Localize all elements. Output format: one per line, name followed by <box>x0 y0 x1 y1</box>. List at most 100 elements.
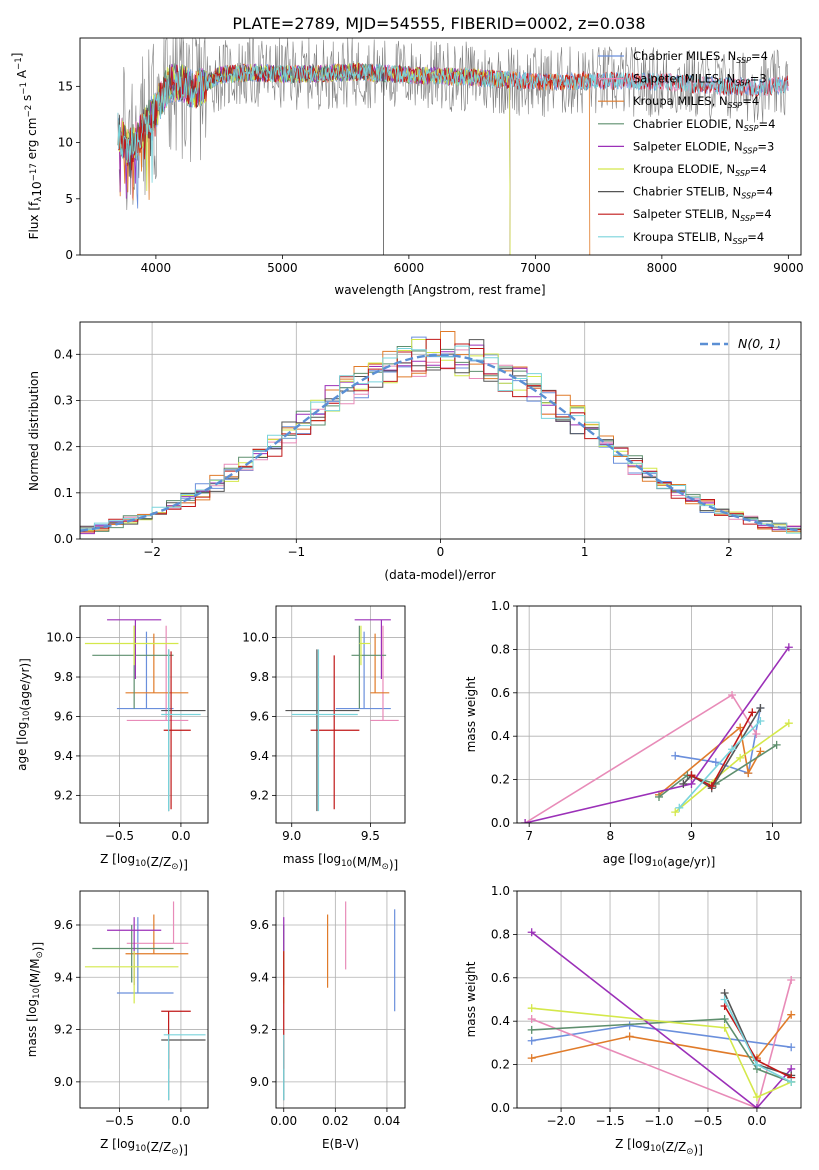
x-axis-label: E(B-V) <box>322 1137 359 1151</box>
x-tick-label: −0.5 <box>105 1114 134 1128</box>
errorbar-point <box>354 619 391 679</box>
residual-histogram <box>80 338 801 539</box>
x-tick-label: −1.5 <box>595 1114 624 1128</box>
x-tick-label: 0 <box>437 545 445 559</box>
y-tick-label: 1.0 <box>491 884 510 898</box>
errorbar-point <box>163 1034 206 1101</box>
y-tick-label: 9.0 <box>250 1075 269 1089</box>
observed-spectrum <box>118 38 789 211</box>
y-tick-label: 0.2 <box>54 440 73 454</box>
y-tick-label: 0.2 <box>491 1058 510 1072</box>
y-tick-label: 15 <box>58 79 73 93</box>
x-tick-label: 1 <box>581 545 589 559</box>
plot-area <box>117 38 789 255</box>
weight-line <box>531 1024 792 1048</box>
x-axis-label: wavelength [Angstrom, rest frame] <box>334 283 545 297</box>
legend-entry: Chabrier MILES, NSSP=4 <box>633 49 768 65</box>
errorbar-point <box>161 1039 206 1101</box>
x-tick-label: −0.5 <box>105 829 134 843</box>
axes-frame <box>79 37 802 256</box>
weight-marker <box>655 792 663 801</box>
weight-series <box>675 717 765 812</box>
errorbar-point <box>291 649 358 812</box>
x-axis-label: Z [log10(Z/Z⊙)] <box>100 852 188 872</box>
y-tick-label: 0.0 <box>491 816 510 830</box>
x-tick-label: 0.0 <box>747 1114 766 1128</box>
weight-marker <box>711 758 720 767</box>
legend-entry: Kroupa MILES, NSSP=4 <box>633 94 759 110</box>
weight-marker <box>687 779 696 788</box>
axes-frame <box>275 605 406 824</box>
errorbar-point <box>161 649 201 812</box>
weight-series <box>720 995 796 1086</box>
plot-area <box>84 901 206 1101</box>
y-tick-label: 0.8 <box>491 927 510 941</box>
x-tick-label: −2 <box>143 545 161 559</box>
y-tick-label: 0 <box>65 248 73 262</box>
errorbar-point <box>92 924 174 983</box>
weight-marker <box>527 928 536 937</box>
x-tick-label: 0.04 <box>374 1114 401 1128</box>
spectrum-panel: 4000 5000 6000 7000 8000 9000 0 5 10 15 wavelength… <box>10 37 804 297</box>
plot-area <box>527 928 796 1108</box>
y-tick-label: 0.0 <box>491 1101 510 1115</box>
axes-frame <box>79 605 209 824</box>
weight-marker <box>736 723 745 732</box>
errorbar-point <box>107 619 162 679</box>
plot-area <box>84 619 206 812</box>
weight-marker <box>752 730 761 739</box>
errorbar-point <box>351 625 387 709</box>
weight-marker <box>756 747 765 756</box>
grid <box>80 891 208 1108</box>
y-axis-label: mass weight <box>464 676 478 752</box>
y-tick-label: 9.2 <box>250 1023 269 1037</box>
weight-marker <box>720 1023 729 1032</box>
weight-marker <box>752 1093 761 1102</box>
errorbar-point <box>163 651 191 810</box>
axes-frame <box>79 321 802 540</box>
plot-area <box>283 901 396 1101</box>
errorbar-point <box>126 625 189 722</box>
x-tick-label: −1.0 <box>644 1114 673 1128</box>
y-tick-label: 0.0 <box>54 532 73 546</box>
grid <box>276 891 405 1108</box>
weight-marker <box>772 740 781 749</box>
weight-marker <box>748 708 757 717</box>
errorbar-point <box>92 625 174 709</box>
y-axis-label: Flux [fλ10−17 erg cm−2 s−1 A−1] <box>10 53 44 240</box>
weight-marker <box>671 751 680 760</box>
legend: Chabrier MILES, NSSP=4 Salpeter MILES, NS… <box>598 49 775 246</box>
errorbar-point <box>84 951 179 1004</box>
y-tick-label: 9.6 <box>54 918 73 932</box>
weight-marker <box>720 1015 729 1024</box>
residual-histogram <box>80 345 801 539</box>
model-spectrum <box>117 62 789 183</box>
weight-marker <box>787 1043 796 1052</box>
weight-marker <box>756 717 765 726</box>
y-tick-label: 10.0 <box>242 631 269 645</box>
x-tick-label: −0.5 <box>693 1114 722 1128</box>
x-axis-label: Z [log10(Z/Z⊙)] <box>615 1137 703 1157</box>
x-tick-label: 9.5 <box>361 829 380 843</box>
weight-line <box>691 711 754 788</box>
weight-marker <box>744 769 753 778</box>
axes-frame <box>275 890 406 1109</box>
weight-marker <box>527 1004 536 1013</box>
y-tick-label: 0.8 <box>491 642 510 656</box>
y-tick-label: 0.1 <box>54 486 73 500</box>
x-tick-label: 0.00 <box>270 1114 297 1128</box>
weight-series <box>655 740 781 801</box>
errorbar-point <box>125 914 189 955</box>
y-tick-label: 10 <box>58 136 73 150</box>
weight-marker <box>521 819 530 823</box>
y-tick-label: 9.8 <box>250 670 269 684</box>
x-tick-label: −2.0 <box>546 1114 575 1128</box>
weight-series <box>527 1004 796 1102</box>
weight-marker <box>625 1021 634 1030</box>
x-tick-label: 2 <box>725 545 733 559</box>
weight-marker <box>707 782 716 791</box>
x-tick-label: 8 <box>606 829 614 843</box>
weight-line <box>531 931 792 1108</box>
y-axis-label: mass [log10(M/M⊙)] <box>25 942 45 1057</box>
